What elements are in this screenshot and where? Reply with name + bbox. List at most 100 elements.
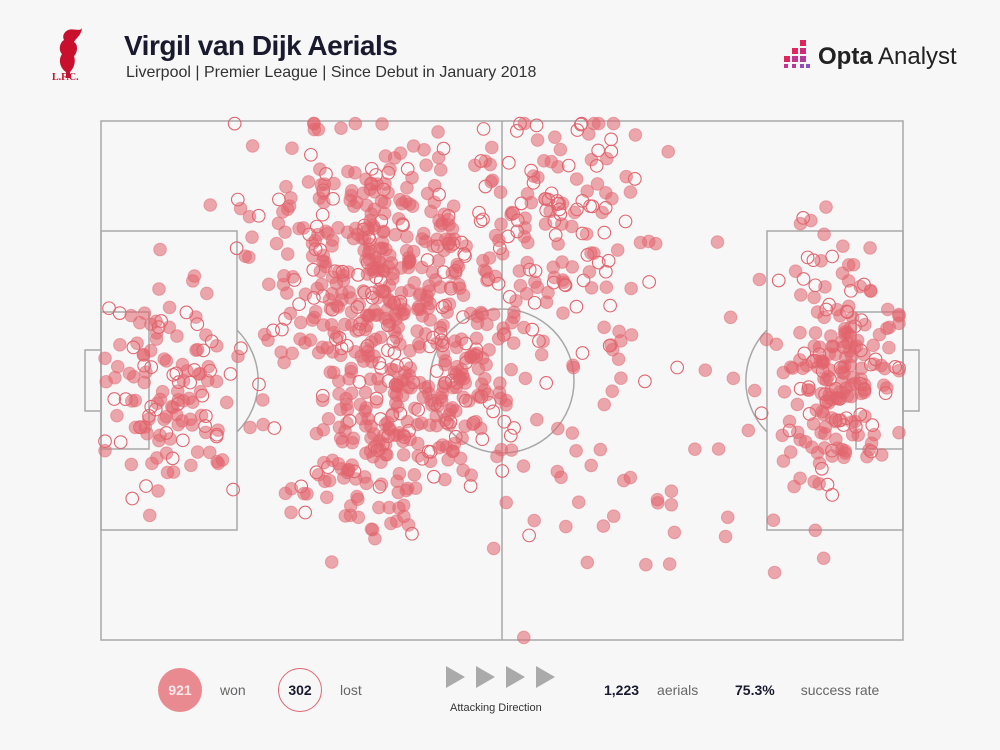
aerial-won-point [279,286,294,300]
aerial-won-point [185,395,200,410]
aerial-lost-point [369,391,384,406]
aerial-won-point [372,500,386,515]
aerial-won-point [401,518,416,532]
aerial-won-point [369,395,384,409]
aerial-won-point [553,142,568,157]
aerial-lost-point [427,469,441,484]
aerial-lost-point [839,304,854,319]
aerial-won-point [375,241,390,256]
aerial-won-point [371,372,385,386]
aerial-lost-point [144,360,159,374]
aerial-lost-point [814,461,829,476]
aerial-lost-point [342,413,357,428]
aerial-lost-point [552,202,567,217]
aerial-lost-point [576,273,591,288]
aerial-won-point [187,269,202,283]
aerial-won-point [143,343,158,358]
aerial-won-point [851,428,866,442]
aerial-lost-point [844,283,858,298]
aerial-won-point [518,221,532,235]
aerial-lost-point [510,213,525,228]
aerial-won-point [413,302,427,317]
aerial-lost-point [547,214,562,229]
aerial-lost-point [486,404,501,419]
aerial-won-point [332,387,346,401]
aerial-won-point [582,265,597,279]
aerial-lost-point [315,207,330,222]
aerial-lost-point [325,302,340,317]
aerial-lost-point [171,397,185,411]
aerial-won-point [667,525,682,540]
aerial-won-point [411,336,426,351]
aerial-won-point [499,398,513,412]
aerial-won-point [494,217,508,231]
aerial-lost-point [435,338,450,353]
legend-won: 921 won [158,664,246,716]
aerial-won-point [403,344,417,358]
aerial-won-point [271,216,286,231]
aerial-won-point [359,401,373,415]
aerial-won-point [393,192,407,207]
aerial-lost-point [98,434,112,449]
aerial-won-point [189,343,203,358]
aerial-won-point [809,403,824,417]
aerial-lost-point [372,479,387,494]
aerial-won-point [596,519,611,533]
aerial-won-point [836,239,850,253]
aerial-lost-point [510,124,524,138]
aerial-won-point [387,151,402,165]
aerial-won-point [171,417,186,432]
aerial-won-point [406,244,421,259]
aerial-lost-point [144,399,159,414]
aerial-lost-point [306,262,321,277]
brand-light: Analyst [878,43,957,70]
aerial-won-point [391,379,405,393]
aerial-won-point [776,454,791,468]
club-logo-text: L.F.C. [52,72,79,83]
aerial-lost-point [832,392,847,406]
aerial-won-point [351,510,366,525]
aerial-lost-point [823,391,838,405]
aerial-lost-point [393,294,408,309]
aerial-lost-point [251,208,266,223]
aerial-won-point [807,474,821,489]
aerial-lost-point [230,192,245,207]
aerial-won-point [367,185,382,199]
aerial-won-point [376,264,391,279]
aerial-lost-point [118,392,133,406]
aerial-lost-point [400,162,415,176]
aerial-won-point [777,385,792,399]
aerial-won-point [391,485,406,500]
aerial-won-point [565,426,580,440]
arrow-right-icon [476,666,495,688]
aerial-won-point [661,144,676,159]
aerial-won-point [783,445,798,459]
aerial-won-point [190,445,205,459]
aerial-won-point [879,381,894,395]
aerial-won-point [396,498,411,513]
aerial-won-point [431,253,446,268]
aerial-lost-point [503,428,518,443]
lost-label: lost [340,682,362,698]
aerial-lost-point [347,464,362,479]
aerial-lost-point [266,323,280,338]
aerial-won-point [606,116,621,131]
aerial-lost-point [204,334,219,349]
aerial-won-point [892,425,906,440]
aerial-won-point [356,354,371,368]
aerial-won-point [405,199,420,214]
aerial-lost-point [309,465,324,480]
aerial-won-point [142,508,157,523]
aerial-won-point [319,490,334,505]
aerial-lost-point [430,239,445,254]
total-label: aerials [657,682,699,698]
aerial-won-point [184,458,198,473]
aerial-lost-point [372,356,387,370]
aerial-lost-point [308,242,323,257]
aerial-won-point [344,184,359,198]
aerial-lost-point [472,205,486,220]
aerial-won-point [878,361,892,376]
aerial-won-point [624,281,638,296]
aerial-won-point [433,163,448,177]
aerial-lost-point [367,439,382,454]
